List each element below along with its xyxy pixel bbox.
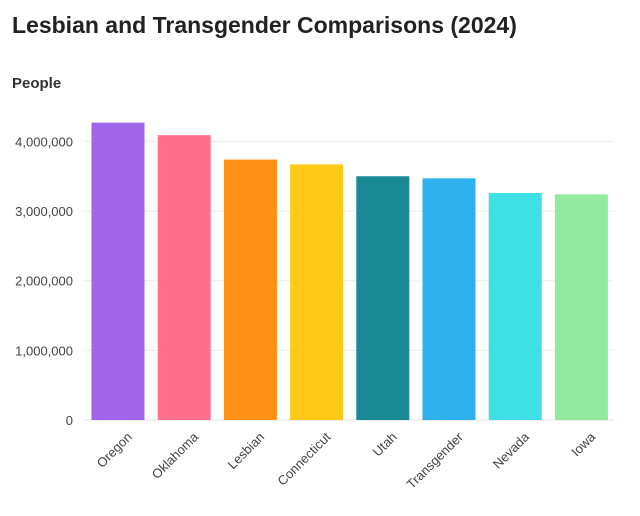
bars bbox=[91, 122, 608, 421]
y-tick-label: 0 bbox=[66, 413, 73, 428]
x-axis-ticks: Oregon Oklahoma Lesbian Connecticut Utah Tran… bbox=[94, 429, 599, 492]
x-tick-label: Oregon bbox=[94, 429, 135, 470]
bar-oklahoma[interactable] bbox=[157, 135, 211, 421]
y-axis-label: People bbox=[12, 75, 62, 92]
bar-iowa[interactable] bbox=[554, 194, 608, 420]
bar-nevada[interactable] bbox=[488, 192, 542, 420]
x-tick-label: Oklahoma bbox=[149, 429, 202, 482]
bar-utah[interactable] bbox=[356, 176, 410, 420]
bar-oregon[interactable] bbox=[91, 122, 145, 420]
chart-title: Lesbian and Transgender Comparisons (202… bbox=[12, 12, 517, 38]
x-tick-label: Iowa bbox=[568, 429, 599, 460]
x-tick-label: Utah bbox=[370, 429, 400, 459]
y-tick-label: 3,000,000 bbox=[15, 204, 73, 219]
x-tick-label: Nevada bbox=[490, 429, 533, 472]
bar-transgender[interactable] bbox=[422, 178, 476, 420]
x-tick-label: Connecticut bbox=[274, 429, 333, 488]
x-tick-label: Transgender bbox=[404, 429, 467, 492]
y-tick-label: 4,000,000 bbox=[15, 134, 73, 149]
bar-connecticut[interactable] bbox=[290, 164, 344, 420]
y-tick-label: 1,000,000 bbox=[15, 343, 73, 358]
y-axis-ticks: 0 1,000,000 2,000,000 3,000,000 4,000,000 bbox=[15, 134, 73, 428]
x-tick-label: Lesbian bbox=[224, 429, 267, 472]
bar-lesbian[interactable] bbox=[223, 159, 277, 421]
y-tick-label: 2,000,000 bbox=[15, 274, 73, 289]
